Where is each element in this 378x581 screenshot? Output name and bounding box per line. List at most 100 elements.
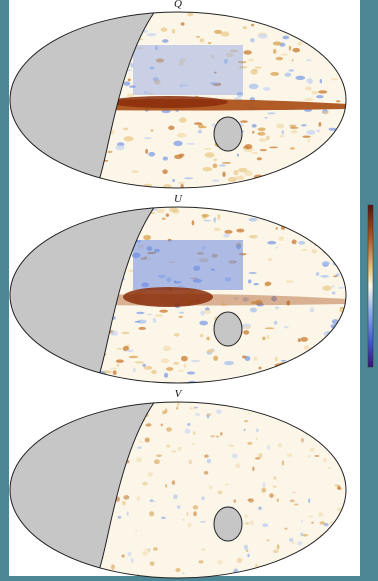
map-speckle (179, 58, 187, 61)
map-speckle (166, 444, 171, 448)
map-speckle (215, 409, 222, 415)
map-speckle (267, 444, 270, 451)
blue-region (133, 240, 243, 290)
map-speckle (193, 511, 197, 517)
map-speckle (168, 125, 175, 131)
map-speckle (277, 442, 283, 448)
map-speckle (177, 181, 185, 184)
map-speckle (322, 285, 332, 291)
map-speckle (210, 435, 216, 438)
map-speckle (154, 314, 163, 317)
map-speckle (214, 71, 217, 74)
map-speckle (258, 506, 262, 511)
map-speckle (164, 408, 168, 413)
map-speckle (125, 349, 134, 352)
map-speckle (247, 498, 251, 501)
map-speckle (206, 414, 210, 419)
map-speckle (266, 334, 270, 340)
map-speckle (146, 313, 153, 316)
map-speckle (273, 476, 277, 480)
map-speckle (242, 26, 248, 30)
map-speckle (163, 345, 172, 352)
map-speckle (248, 272, 257, 274)
map-speckle (256, 157, 262, 161)
map-speckle (291, 540, 295, 545)
map-speckle (278, 236, 284, 241)
map-speckle (249, 307, 258, 313)
map-speckle (258, 453, 263, 459)
map-speckle (161, 358, 170, 364)
map-speckle (318, 90, 328, 94)
map-speckle (288, 45, 292, 51)
map-speckle (307, 138, 311, 143)
map-speckle (267, 240, 277, 245)
map-speckle (187, 422, 191, 426)
map-speckle (165, 367, 174, 371)
map-speckle (176, 505, 181, 509)
map-speckle (127, 78, 131, 82)
map-speckle (199, 334, 204, 338)
map-speckle (236, 153, 239, 157)
map-speckle (181, 355, 188, 362)
map-speckle (211, 123, 216, 128)
map-speckle (273, 48, 277, 54)
map-speckle (143, 91, 148, 94)
map-speckle (247, 58, 255, 62)
map-speckle (238, 66, 248, 69)
map-speckle (153, 547, 158, 551)
map-speckle (303, 345, 310, 350)
map-speckle (264, 281, 272, 286)
map-speckle (240, 120, 248, 123)
map-speckle (148, 151, 156, 157)
map-speckle (109, 367, 118, 370)
map-speckle (175, 568, 181, 573)
map-speckle (156, 454, 162, 457)
map-label: U (174, 193, 183, 205)
map-speckle (223, 58, 228, 64)
map-speckle (177, 370, 184, 372)
map-speckle (189, 406, 196, 410)
map-speckle (272, 549, 279, 554)
map-speckle (225, 52, 234, 58)
map-speckle (136, 573, 140, 578)
map-speckle (262, 523, 269, 528)
map-speckle (264, 327, 275, 330)
map-speckle (176, 406, 179, 410)
map-speckle (247, 441, 253, 445)
map-speckle (248, 217, 258, 222)
map-speckle (162, 169, 168, 175)
map-speckle (220, 432, 223, 436)
small-mask (213, 116, 243, 152)
map-speckle (223, 233, 230, 238)
map-speckle (207, 42, 212, 45)
map-speckle (112, 370, 117, 376)
map-speckle (176, 132, 187, 138)
map-speckle (123, 136, 134, 142)
map-outline (9, 11, 347, 189)
map-speckle (204, 147, 212, 150)
map-speckle (256, 428, 259, 432)
map-speckle (160, 27, 168, 32)
map-speckle (217, 490, 223, 495)
map-panel: U (9, 193, 347, 384)
map-speckle (161, 217, 166, 221)
map-speckle (236, 91, 243, 97)
map-speckle (250, 152, 259, 154)
map-label: Q (174, 0, 182, 10)
map-speckle (173, 361, 180, 365)
map-speckle (311, 521, 314, 524)
map-speckle (201, 213, 210, 218)
map-speckle (206, 336, 210, 341)
map-speckle (142, 363, 146, 367)
map-speckle (216, 560, 223, 565)
map-speckle (254, 66, 262, 69)
map-speckle (233, 499, 236, 503)
map-speckle (152, 208, 158, 212)
map-speckle (136, 319, 147, 324)
map-speckle (302, 533, 309, 537)
map-speckle (134, 320, 141, 323)
map-speckle (282, 35, 290, 40)
map-speckle (233, 297, 239, 300)
map-speckle (154, 79, 161, 85)
map-speckle (269, 493, 274, 498)
